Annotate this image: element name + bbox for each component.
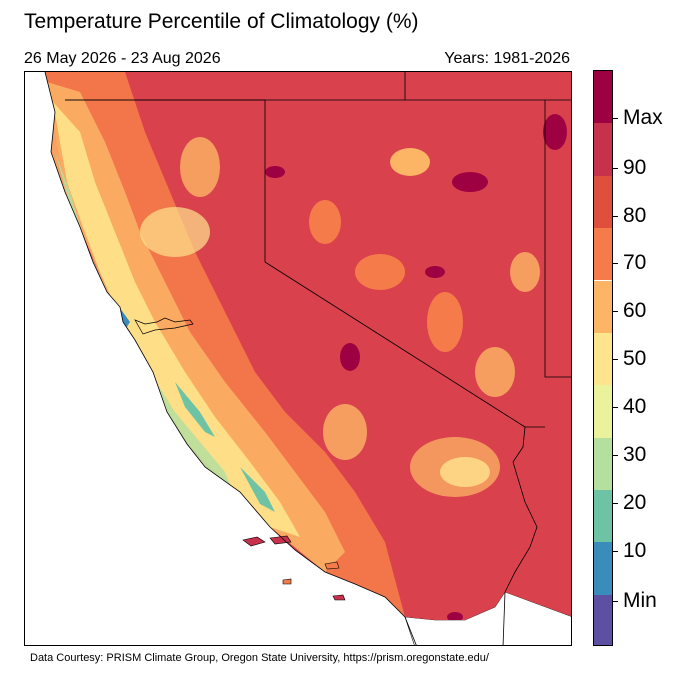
cb-tick <box>613 216 618 217</box>
cb-seg-70 <box>594 228 612 281</box>
cb-seg-50 <box>594 332 612 386</box>
cb-seg-max <box>594 71 612 124</box>
date-range: 26 May 2026 - 23 Aug 2026 <box>24 50 221 67</box>
cb-tick <box>613 503 618 504</box>
cb-seg-90 <box>594 123 612 176</box>
map-panel <box>24 71 572 646</box>
cb-tick <box>613 359 618 360</box>
cb-tick <box>613 118 618 119</box>
cb-tick <box>613 455 618 456</box>
cb-label-30: 30 <box>623 443 647 466</box>
cb-seg-80 <box>594 175 612 229</box>
cb-tick <box>613 168 618 169</box>
cb-seg-min <box>594 594 612 645</box>
cb-seg-30 <box>594 437 612 490</box>
cb-label-min: Min <box>623 589 657 612</box>
cb-label-40: 40 <box>623 395 647 418</box>
percentile-map <box>25 72 571 645</box>
cb-label-max: Max <box>623 106 663 129</box>
cb-tick <box>613 311 618 312</box>
cb-label-90: 90 <box>623 156 647 179</box>
cb-label-60: 60 <box>623 299 647 322</box>
cb-tick <box>613 601 618 602</box>
cb-tick <box>613 551 618 552</box>
cb-seg-20 <box>594 490 612 543</box>
data-credit: Data Courtesy: PRISM Climate Group, Oreg… <box>30 652 489 664</box>
cb-tick <box>613 407 618 408</box>
cb-tick <box>613 263 618 264</box>
cb-label-20: 20 <box>623 491 647 514</box>
cb-label-70: 70 <box>623 251 647 274</box>
cb-seg-60 <box>594 280 612 333</box>
cb-label-50: 50 <box>623 347 647 370</box>
cb-label-80: 80 <box>623 204 647 227</box>
cb-label-10: 10 <box>623 539 647 562</box>
color-scale-bar <box>593 70 613 646</box>
cb-seg-40 <box>594 385 612 438</box>
years-range: Years: 1981-2026 <box>444 50 570 67</box>
map-title: Temperature Percentile of Climatology (%… <box>24 10 419 33</box>
cb-seg-10 <box>594 542 612 595</box>
